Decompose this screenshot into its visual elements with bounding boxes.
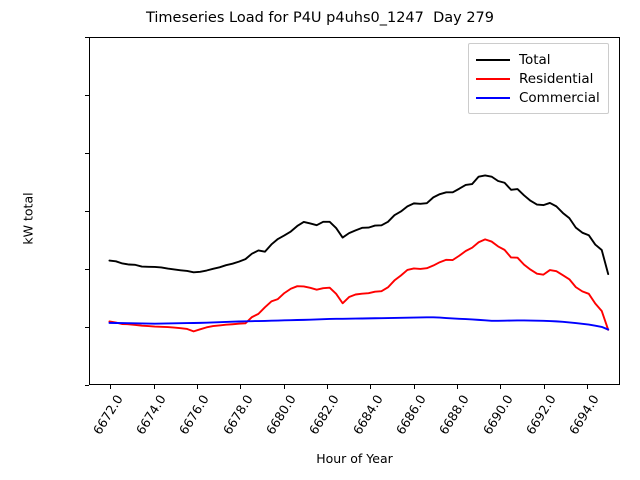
x-tick-mark — [543, 385, 545, 389]
legend-label: Total — [519, 51, 551, 68]
chart-legend: Total Residential Commercial — [468, 43, 609, 114]
y-tick-mark — [85, 36, 89, 38]
x-tick-mark — [240, 385, 242, 389]
x-tick-label: 6678.0 — [219, 392, 256, 438]
x-tick-mark — [326, 385, 328, 389]
y-axis-label: kW total — [20, 192, 36, 245]
x-tick-mark — [500, 385, 502, 389]
x-axis-label: Hour of Year — [316, 451, 393, 466]
legend-label: Residential — [519, 70, 594, 87]
x-tick-mark — [586, 385, 589, 389]
x-tick-label: 6684.0 — [349, 392, 386, 438]
x-tick-mark — [153, 385, 155, 389]
x-tick-label: 6680.0 — [262, 392, 299, 438]
x-tick-mark — [196, 385, 198, 389]
legend-swatch-residential-icon — [476, 77, 510, 80]
chart-title: Timeseries Load for P4U p4uhs0_1247 Day … — [145, 10, 495, 26]
y-tick-mark — [85, 152, 89, 154]
x-tick-mark — [283, 385, 285, 389]
series-line-commercial — [109, 317, 608, 329]
y-tick-mark — [85, 384, 89, 386]
x-tick-label: 6690.0 — [479, 392, 516, 438]
x-tick-mark — [370, 385, 372, 389]
x-tick-label: 6682.0 — [306, 392, 343, 438]
x-tick-label: 6676.0 — [176, 392, 213, 438]
x-tick-label: 6674.0 — [132, 392, 169, 438]
y-tick-mark — [85, 268, 89, 270]
legend-item-residential[interactable]: Residential — [476, 69, 600, 88]
series-line-residential — [109, 239, 608, 331]
legend-swatch-total-icon — [476, 58, 510, 61]
x-tick-mark — [456, 385, 459, 389]
x-tick-mark — [413, 385, 415, 389]
legend-item-total[interactable]: Total — [476, 50, 600, 69]
y-tick-mark — [85, 94, 89, 96]
legend-item-commercial[interactable]: Commercial — [476, 88, 600, 107]
x-tick-mark — [110, 385, 112, 389]
y-tick-mark — [85, 326, 89, 328]
legend-swatch-commercial-icon — [476, 96, 510, 99]
series-line-total — [109, 175, 608, 274]
x-tick-label: 6692.0 — [522, 392, 559, 438]
legend-label: Commercial — [519, 89, 600, 106]
x-tick-label: 6688.0 — [436, 392, 473, 438]
x-tick-label: 6686.0 — [392, 392, 429, 438]
y-tick-mark — [85, 210, 89, 212]
x-tick-label: 6694.0 — [566, 392, 603, 438]
x-tick-label: 6672.0 — [89, 392, 126, 438]
series-canvas — [90, 38, 619, 384]
